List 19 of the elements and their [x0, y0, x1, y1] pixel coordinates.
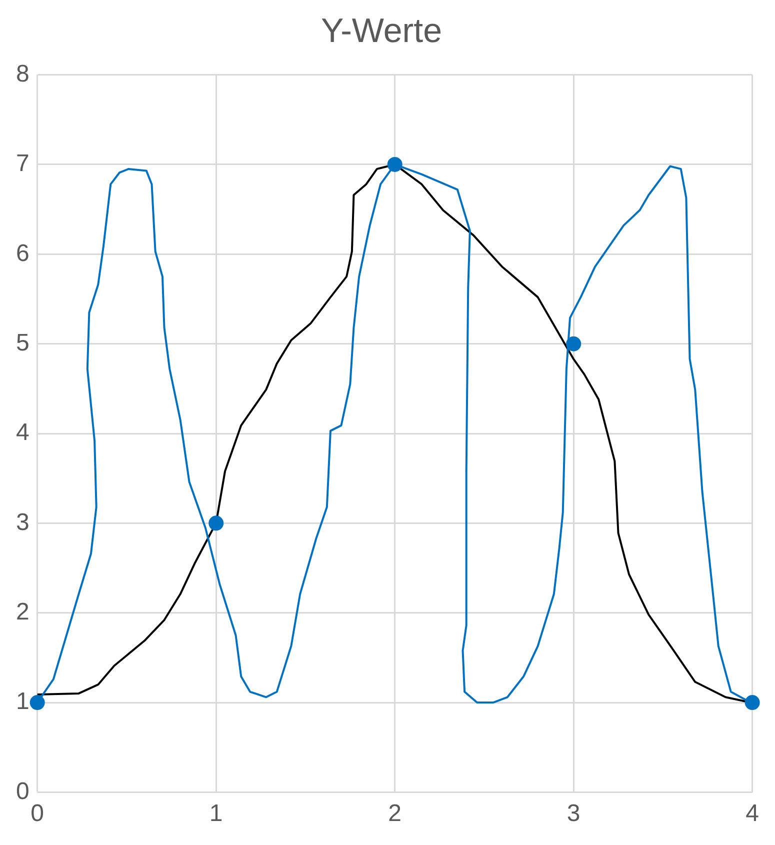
x-tick-label: 2 — [388, 800, 402, 828]
point — [387, 156, 402, 172]
chart-title: Y-Werte — [321, 12, 442, 50]
point — [30, 695, 45, 710]
point — [566, 336, 582, 352]
y-tick-label: 4 — [16, 419, 30, 446]
y-tick-label: 2 — [16, 598, 30, 626]
y-tick-label: 8 — [16, 60, 30, 88]
y-tick-label: 5 — [16, 329, 30, 356]
x-tick-label: 3 — [566, 800, 580, 828]
y-tick-label: 1 — [16, 688, 30, 716]
point — [208, 516, 224, 531]
point — [744, 695, 760, 710]
y-tick-label: 0 — [16, 778, 30, 805]
y-tick-label: 3 — [16, 508, 30, 536]
y-tick-label: 7 — [16, 150, 30, 178]
y-tick-label: 6 — [16, 240, 30, 267]
x-tick-label: 4 — [746, 800, 760, 828]
x-tick-label: 1 — [209, 800, 223, 828]
